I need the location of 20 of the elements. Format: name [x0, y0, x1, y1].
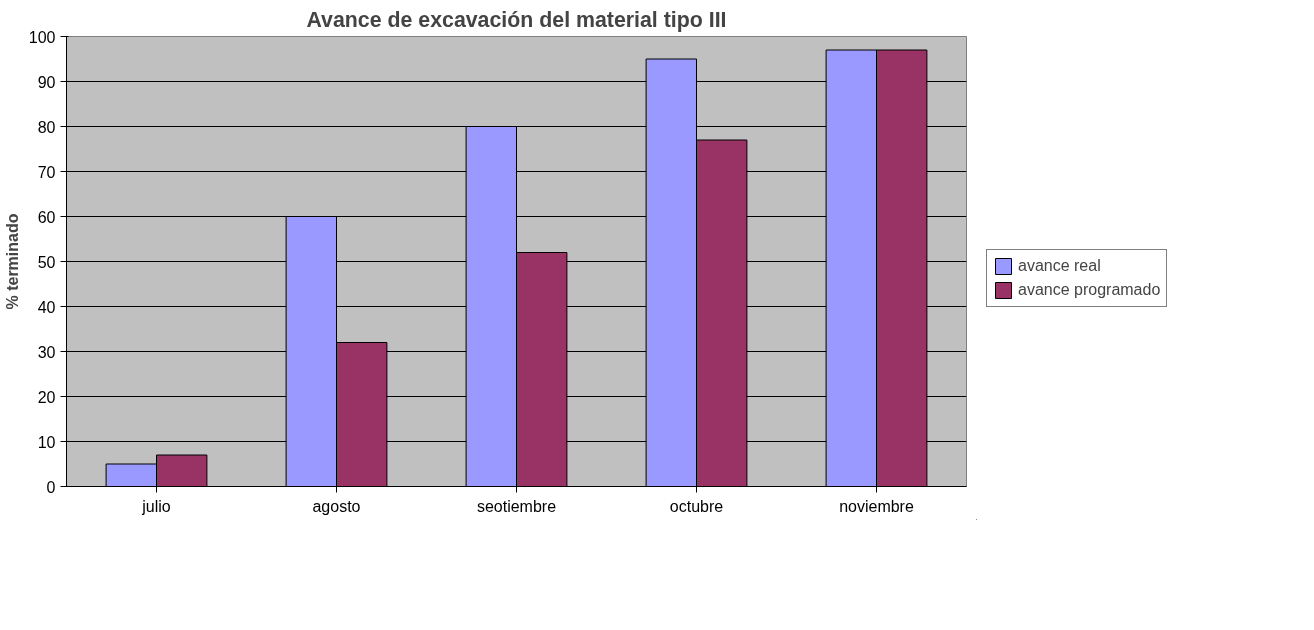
y-tick-label: 60	[37, 208, 56, 226]
x-tick-label: seotiembre	[476, 497, 557, 515]
y-tick-label: 20	[37, 388, 56, 406]
y-tick-label: 80	[37, 118, 56, 136]
y-tick-label: 10	[37, 433, 56, 451]
x-tick-label: octubre	[669, 497, 724, 515]
y-tick-label: 40	[37, 298, 56, 316]
x-tick-label: julio	[141, 497, 171, 515]
x-tick-label: noviembre	[839, 497, 914, 515]
x-tick-label: agosto	[312, 497, 361, 515]
y-tick-label: 70	[37, 163, 56, 181]
y-axis-title: % terminado	[3, 213, 21, 310]
y-tick-label: 0	[46, 478, 56, 496]
chart-title: Avance de excavación del material tipo III	[306, 7, 727, 32]
y-tick-label: 50	[37, 253, 56, 271]
y-tick-label: 90	[37, 73, 56, 91]
legend-label: avance real	[1018, 256, 1101, 275]
legend-label: avance programado	[1018, 280, 1161, 299]
y-tick-label: 30	[37, 343, 56, 361]
y-tick-label: 100	[28, 28, 56, 46]
